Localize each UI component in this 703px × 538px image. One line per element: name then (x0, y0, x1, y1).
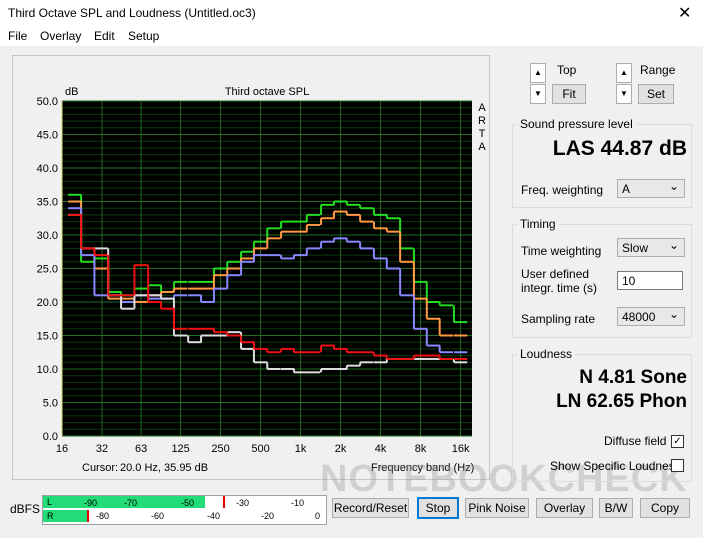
timing-group: Timing Time weighting Slow User defined … (512, 217, 692, 338)
toolbar-button[interactable]: Copy (640, 498, 690, 518)
toolbar-button[interactable]: Pink Noise (465, 498, 529, 518)
sampling-label: Sampling rate (521, 312, 596, 326)
title-bar (0, 0, 703, 27)
x-tick-label: 16 (56, 443, 68, 455)
meter-tick: 0 (315, 511, 321, 521)
spl-group: Sound pressure level LAS 44.87 dB Freq. … (512, 117, 692, 208)
x-tick-label: 125 (171, 443, 189, 455)
meter-channel: R (47, 511, 54, 521)
integr-label: User defined integr. time (s) (521, 267, 598, 295)
x-axis-label: Frequency band (Hz) (371, 462, 474, 474)
meter-tick: -10 (291, 498, 305, 508)
loudness-group: Loudness N 4.81 Sone LN 62.65 Phon Diffu… (512, 347, 692, 482)
time-weighting-select[interactable]: Slow (617, 236, 685, 257)
close-button[interactable]: ✕ (678, 5, 692, 22)
x-tick-label: 8k (415, 443, 427, 455)
spl-value: LAS 44.87 dB (552, 137, 687, 160)
toolbar-button[interactable]: Record/Reset (332, 498, 409, 518)
diffuse-checkbox[interactable]: ✓ (671, 435, 684, 448)
x-tick-label: 250 (211, 443, 229, 455)
spin-down[interactable]: ▼ (616, 84, 632, 104)
spin-down[interactable]: ▼ (530, 84, 546, 104)
meter-tick: -50 (181, 498, 195, 508)
top-label: Top (557, 63, 577, 77)
freq-weighting-label: Freq. weighting (521, 183, 604, 197)
meter-bar-left (43, 496, 205, 508)
y-tick-label: 10.0 (37, 364, 58, 376)
diffuse-label: Diffuse field (604, 434, 667, 448)
range-label: Range (640, 63, 676, 77)
meter-tick: -30 (236, 498, 250, 508)
watermark: NOTEBOOKCHECK (320, 458, 688, 500)
specific-label: Show Specific Loudness (550, 459, 681, 473)
meter-bar-right (43, 510, 88, 522)
menu-item[interactable]: Edit (94, 29, 115, 43)
peak-right (87, 510, 89, 522)
group-caption: Sound pressure level (517, 117, 636, 131)
meter-channel: L (47, 497, 53, 507)
x-tick-label: 63 (135, 443, 147, 455)
meter-label: dBFS (10, 502, 41, 516)
y-tick-label: 15.0 (37, 331, 58, 343)
y-tick-label: 20.0 (37, 297, 58, 309)
spin-up[interactable]: ▲ (616, 63, 632, 83)
peak-left (223, 496, 225, 508)
group-caption: Loudness (517, 347, 576, 361)
y-tick-label: 30.0 (37, 230, 58, 242)
meter-tick: -90 (84, 498, 98, 508)
menu-item[interactable]: Setup (128, 29, 160, 43)
y-tick-label: 45.0 (37, 130, 58, 142)
window-title: Third Octave SPL and Loudness (Untitled.… (8, 6, 256, 20)
x-tick-label: 16k (452, 443, 470, 455)
menu-item[interactable]: File (8, 29, 28, 43)
side-letter: A (478, 102, 486, 114)
meter-tick: -40 (207, 511, 221, 521)
y-tick-label: 0.0 (43, 431, 58, 443)
sone-value: N 4.81 Sone (579, 367, 687, 388)
integr-input[interactable]: 10 (617, 271, 683, 290)
meter-tick: -20 (261, 511, 275, 521)
fit-button[interactable]: Fit (552, 84, 586, 104)
menu-bar (0, 27, 703, 46)
side-letter: A (478, 141, 486, 153)
x-tick-label: 4k (375, 443, 387, 455)
sampling-select[interactable]: 48000 (617, 305, 685, 326)
set-button[interactable]: Set (638, 84, 674, 104)
x-tick-label: 500 (251, 443, 269, 455)
y-tick-label: 35.0 (37, 197, 58, 209)
x-tick-label: 1k (295, 443, 307, 455)
y-axis-label: dB (65, 86, 78, 98)
toolbar-button[interactable]: Stop (417, 497, 459, 519)
menu-item[interactable]: Overlay (40, 29, 82, 43)
meter-tick: -60 (151, 511, 165, 521)
cursor-label: Cursor: (82, 462, 118, 474)
toolbar-button[interactable]: Overlay (536, 498, 593, 518)
chart-title: Third octave SPL (225, 86, 309, 98)
phon-value: LN 62.65 Phon (556, 391, 687, 412)
y-tick-label: 25.0 (37, 264, 58, 276)
meter-tick: -70 (124, 498, 138, 508)
y-tick-label: 5.0 (43, 398, 58, 410)
group-caption: Timing (517, 217, 559, 231)
time-weighting-label: Time weighting (521, 244, 602, 258)
cursor-value: 20.0 Hz, 35.95 dB (120, 462, 208, 474)
x-tick-label: 2k (335, 443, 347, 455)
side-letter: T (479, 128, 486, 140)
side-letter: R (478, 115, 486, 127)
x-tick-label: 32 (96, 443, 108, 455)
toolbar-button[interactable]: B/W (599, 498, 633, 518)
y-tick-label: 50.0 (37, 96, 58, 108)
chart: dB Third octave SPL Cursor: 20.0 Hz, 35.… (12, 55, 490, 480)
y-tick-label: 40.0 (37, 163, 58, 175)
specific-checkbox[interactable] (671, 459, 684, 472)
meter-tick: -80 (96, 511, 110, 521)
spin-up[interactable]: ▲ (530, 63, 546, 83)
freq-weighting-select[interactable]: A (617, 177, 685, 198)
